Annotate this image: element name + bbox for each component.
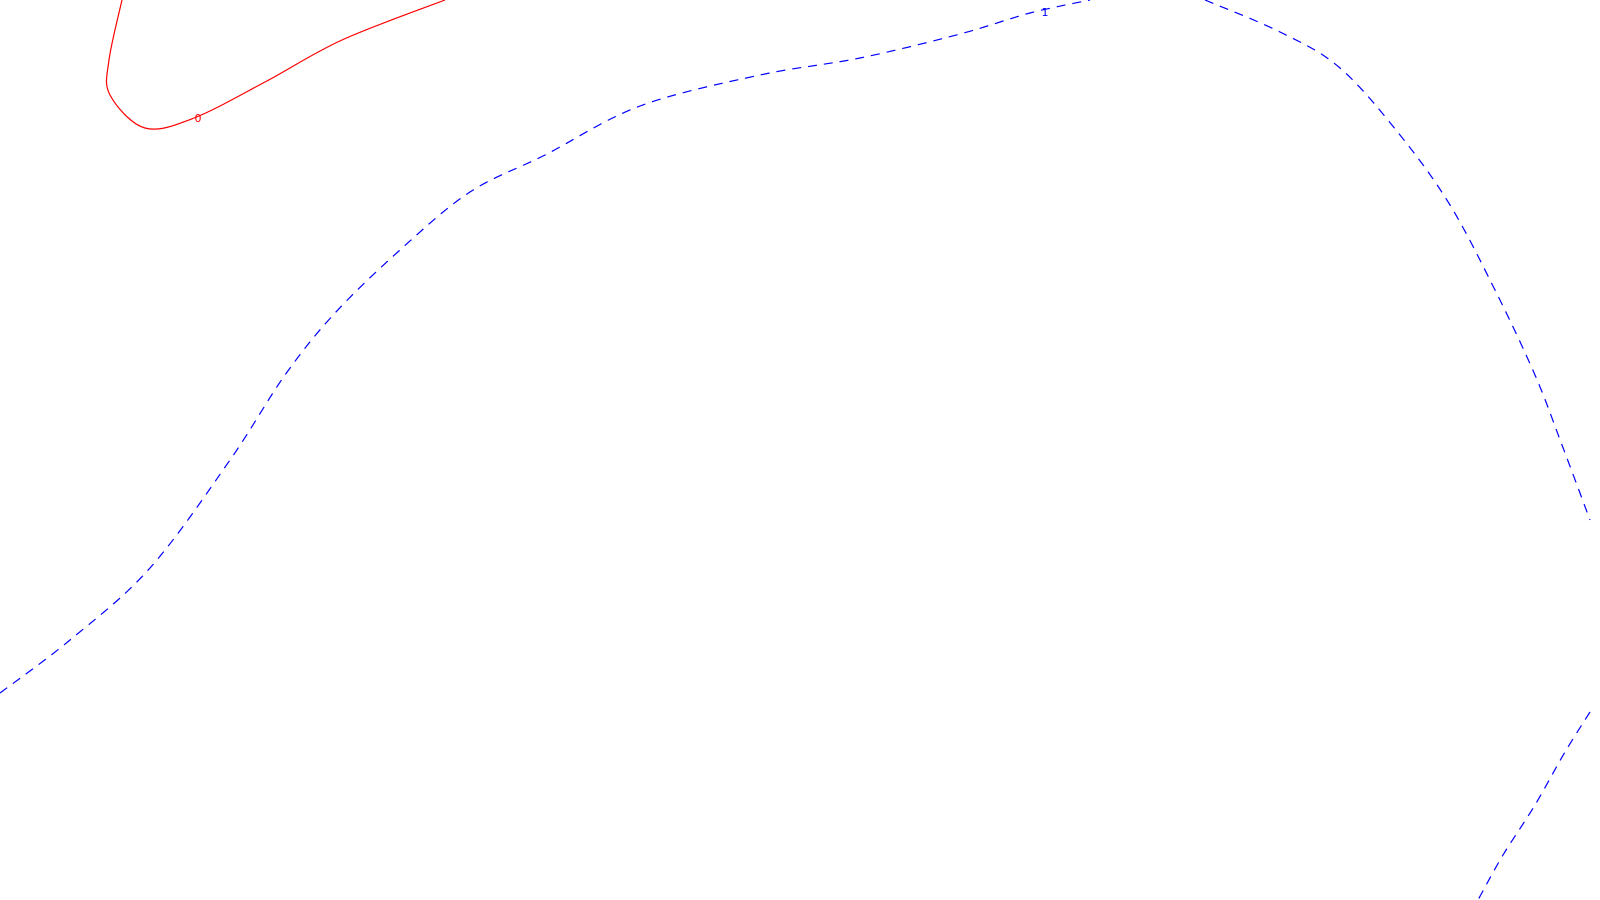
contour-label-0: 0 <box>195 112 202 125</box>
contour-line-level-0-segment-0 <box>105 0 446 130</box>
contour-line-level-1-segment-0 <box>0 0 1091 694</box>
contour-labels: 0 1 <box>195 6 1049 125</box>
contour-label-1: 1 <box>1042 6 1049 19</box>
contour-line-level-1-segment-1 <box>1204 0 1591 521</box>
contour-line-level-1-segment-2 <box>1477 711 1591 900</box>
